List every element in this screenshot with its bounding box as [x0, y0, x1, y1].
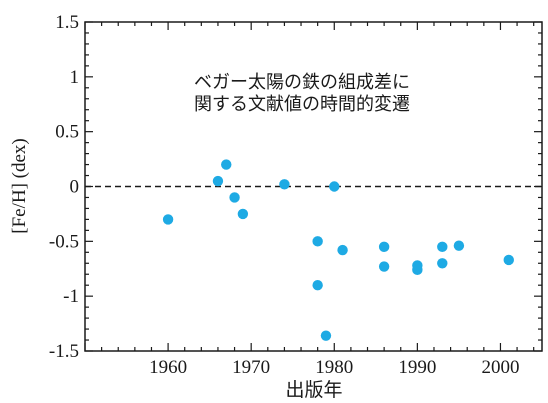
annotation-line-2: 関する文献値の時間的変遷 [194, 94, 410, 115]
x-tick-label: 2000 [481, 357, 519, 378]
data-point [337, 244, 348, 256]
data-point [229, 192, 240, 203]
data-point [312, 280, 323, 291]
x-axis-label: 出版年 [285, 379, 342, 401]
data-point [320, 330, 332, 341]
data-point [312, 236, 323, 247]
data-point [412, 264, 423, 276]
y-tick-label: 0.5 [55, 122, 79, 143]
data-point [503, 254, 514, 266]
data-point [378, 261, 390, 272]
y-tick-label: -0.5 [49, 231, 79, 252]
data-point [437, 258, 448, 269]
data-point [453, 240, 465, 251]
y-tick-label: 0 [70, 177, 80, 198]
axis-ticks [84, 21, 542, 352]
data-point [212, 175, 224, 187]
x-tick-label: 1960 [149, 357, 187, 378]
annotation-line-1: ベガー太陽の鉄の組成差に [194, 72, 410, 93]
data-point [279, 179, 290, 190]
y-tick-label: 1 [70, 67, 80, 88]
tick-labels: -1.5 -1 -0.5 0 0.5 1 1.5 1960 1970 1980 1990 2000 [49, 12, 520, 378]
data-point [437, 241, 448, 253]
y-tick-label: 1.5 [55, 12, 79, 33]
data-point [329, 181, 340, 192]
data-point [378, 241, 390, 253]
data-points [162, 159, 514, 341]
x-tick-label: 1970 [232, 357, 270, 378]
data-point [162, 214, 174, 225]
data-point [221, 159, 232, 170]
x-tick-label: 1990 [398, 357, 436, 378]
data-point [237, 208, 249, 220]
y-tick-label: -1 [63, 286, 79, 307]
y-tick-label: -1.5 [49, 341, 79, 362]
x-tick-label: 1980 [315, 357, 353, 378]
y-axis-label: [Fe/H] (dex) [9, 138, 30, 234]
